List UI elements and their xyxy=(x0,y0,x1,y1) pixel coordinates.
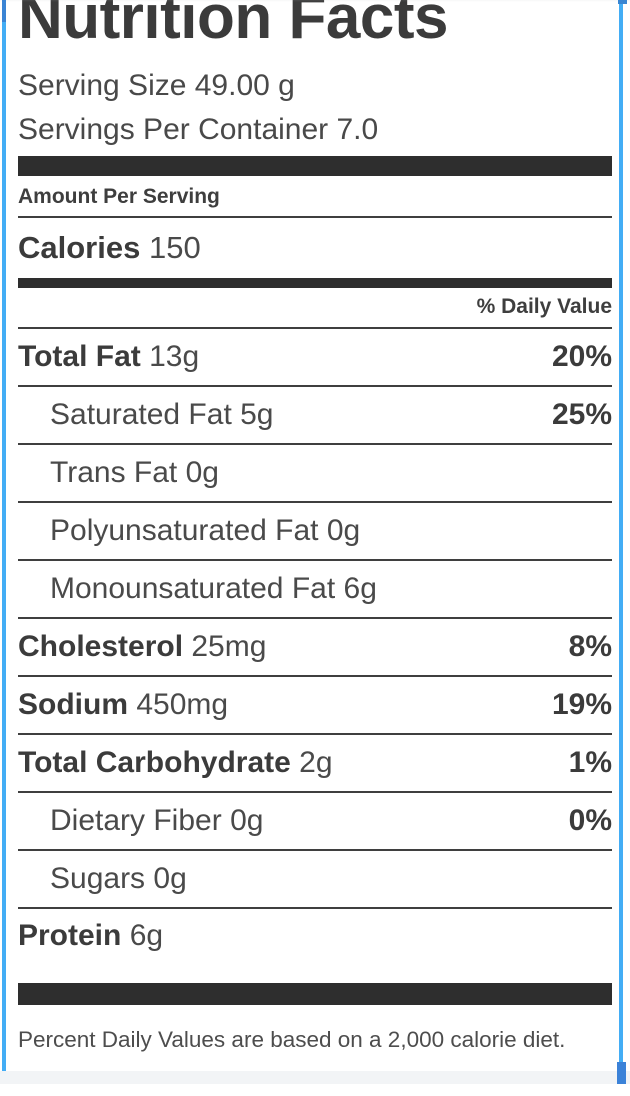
nutrient-amount: 6g xyxy=(129,919,164,952)
row-total-carbohydrate: Total Carbohydrate 2g 1% xyxy=(18,735,612,793)
amount-per-serving-heading: Amount Per Serving xyxy=(18,185,220,208)
label-title: Nutrition Facts xyxy=(18,0,448,52)
serving-size-line: Serving Size 49.00 g xyxy=(18,69,295,102)
nutrient-name-amount: Total Fat 13g xyxy=(18,340,199,374)
row-polyunsaturated-fat: Polyunsaturated Fat 0g xyxy=(18,503,612,561)
daily-value-percent: 8% xyxy=(568,630,612,663)
row-sodium: Sodium 450mg 19% xyxy=(18,677,612,735)
bottom-background-strip xyxy=(0,1071,630,1084)
daily-value-percent: 19% xyxy=(551,688,612,721)
nutrient-name-amount: Dietary Fiber 0g xyxy=(50,804,263,838)
scrollbar-thumb-bottom[interactable] xyxy=(617,1062,626,1084)
nutrient-name: Trans Fat xyxy=(50,456,178,489)
nutrient-rows: Total Fat 13g 20% Saturated Fat 5g 25% T… xyxy=(18,327,612,981)
nutrient-name: Total Fat xyxy=(18,340,141,373)
nutrient-name-amount: Cholesterol 25mg xyxy=(18,630,266,664)
row-cholesterol: Cholesterol 25mg 8% xyxy=(18,619,612,677)
calories-line: Calories 150 xyxy=(18,218,612,278)
servings-per-container-line: Servings Per Container 7.0 xyxy=(18,113,379,146)
nutrient-amount: 5g xyxy=(240,398,274,431)
nutrition-facts-label: Nutrition Facts Serving Size 49.00 g Ser… xyxy=(18,0,612,1052)
nutrient-name-amount: Protein 6g xyxy=(18,919,163,953)
calories-value: 150 xyxy=(148,230,201,265)
nutrient-amount: 6g xyxy=(343,572,377,605)
row-dietary-fiber: Dietary Fiber 0g 0% xyxy=(18,793,612,851)
row-sugars: Sugars 0g xyxy=(18,851,612,909)
nutrient-name-amount: Sodium 450mg xyxy=(18,688,228,722)
daily-value-percent: 20% xyxy=(551,340,612,373)
left-scroll-indicator xyxy=(2,0,6,22)
calories-label: Calories xyxy=(18,230,141,265)
nutrient-name: Sugars xyxy=(50,862,146,895)
nutrient-name-amount: Saturated Fat 5g xyxy=(50,398,274,432)
nutrient-amount: 25mg xyxy=(191,630,267,663)
thick-divider-bar-top xyxy=(18,156,612,176)
nutrient-name: Monounsaturated Fat xyxy=(50,572,336,605)
nutrient-name-amount: Polyunsaturated Fat 0g xyxy=(50,514,360,548)
nutrient-amount: 450mg xyxy=(136,688,229,721)
nutrient-amount: 0g xyxy=(326,514,361,547)
row-protein: Protein 6g xyxy=(18,909,612,981)
nutrient-name: Polyunsaturated Fat xyxy=(50,514,319,547)
nutrient-name: Total Carbohydrate xyxy=(18,746,291,779)
percent-daily-value-header: % Daily Value xyxy=(476,295,612,318)
row-saturated-fat: Saturated Fat 5g 25% xyxy=(18,387,612,445)
row-trans-fat: Trans Fat 0g xyxy=(18,445,612,503)
thick-divider-bar-mid xyxy=(18,278,612,288)
thin-divider xyxy=(18,216,612,218)
nutrient-name: Dietary Fiber xyxy=(50,804,222,837)
daily-values-footnote: Percent Daily Values are based on a 2,00… xyxy=(18,1027,566,1052)
nutrient-name: Protein xyxy=(18,919,122,952)
nutrient-name-amount: Trans Fat 0g xyxy=(50,456,219,490)
nutrient-name: Saturated Fat xyxy=(50,398,232,431)
nutrient-amount: 0g xyxy=(185,456,219,489)
thick-divider-bar-bottom xyxy=(18,983,612,1005)
nutrient-name: Cholesterol xyxy=(18,630,184,663)
nutrient-name: Sodium xyxy=(18,688,128,721)
row-monounsaturated-fat: Monounsaturated Fat 6g xyxy=(18,561,612,619)
container-border-left xyxy=(2,0,6,1071)
row-total-fat: Total Fat 13g 20% xyxy=(18,329,612,387)
daily-value-percent: 0% xyxy=(568,804,612,837)
daily-value-percent: 1% xyxy=(568,746,612,779)
nutrient-amount: 0g xyxy=(230,804,264,837)
nutrient-amount: 0g xyxy=(153,862,187,895)
nutrient-name-amount: Total Carbohydrate 2g xyxy=(18,746,333,780)
nutrient-name-amount: Monounsaturated Fat 6g xyxy=(50,572,377,606)
container-border-right xyxy=(619,0,623,1071)
daily-value-percent: 25% xyxy=(551,398,612,431)
nutrient-amount: 2g xyxy=(299,746,333,779)
nutrient-amount: 13g xyxy=(149,340,200,373)
scrollbar-thumb-top[interactable] xyxy=(618,0,627,4)
nutrient-name-amount: Sugars 0g xyxy=(50,862,187,896)
